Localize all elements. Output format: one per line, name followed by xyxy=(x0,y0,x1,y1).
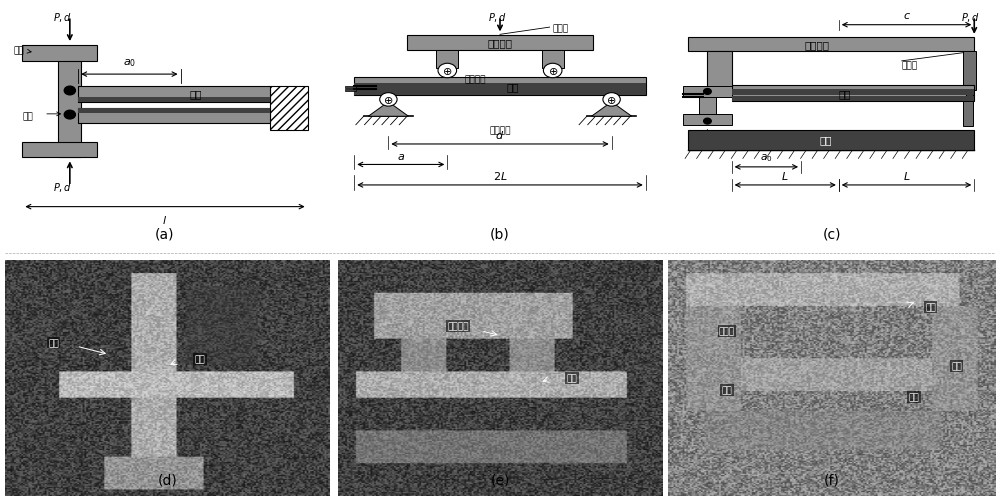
Text: $d$: $d$ xyxy=(495,129,505,141)
Text: $a_0$: $a_0$ xyxy=(123,57,136,69)
Text: 试样: 试样 xyxy=(506,82,519,92)
Text: 横梁: 横梁 xyxy=(925,303,936,312)
Bar xyxy=(683,115,732,125)
Bar xyxy=(354,90,646,95)
Circle shape xyxy=(438,64,457,79)
Bar xyxy=(706,52,732,91)
Bar xyxy=(963,101,973,127)
Circle shape xyxy=(543,64,562,79)
Bar xyxy=(270,87,308,130)
Text: (c): (c) xyxy=(823,227,842,241)
Text: 加载钳: 加载钳 xyxy=(719,327,735,336)
Circle shape xyxy=(380,94,397,107)
Text: $\oplus$: $\oplus$ xyxy=(442,66,452,77)
Text: $P, d$: $P, d$ xyxy=(53,11,73,24)
Text: $l$: $l$ xyxy=(162,213,168,225)
Text: $\oplus$: $\oplus$ xyxy=(606,95,617,106)
Text: 施力点: 施力点 xyxy=(902,61,918,70)
Bar xyxy=(78,109,270,124)
Text: 加载滚柱: 加载滚柱 xyxy=(464,75,486,84)
Bar xyxy=(688,38,974,52)
Text: 试样: 试样 xyxy=(190,89,202,99)
Text: $2L$: $2L$ xyxy=(493,170,507,182)
Circle shape xyxy=(603,94,620,107)
Text: 凹槽: 凹槽 xyxy=(13,47,24,56)
Text: $\oplus$: $\oplus$ xyxy=(383,95,394,106)
Bar xyxy=(966,89,973,97)
Bar xyxy=(688,130,974,151)
Text: $P, d$: $P, d$ xyxy=(961,11,981,24)
Bar xyxy=(542,51,564,69)
Bar xyxy=(732,90,974,95)
Bar xyxy=(22,142,97,158)
Text: $P, d$: $P, d$ xyxy=(488,11,507,24)
Text: $\oplus$: $\oplus$ xyxy=(548,66,558,77)
Text: (d): (d) xyxy=(158,472,177,486)
Bar xyxy=(354,78,646,95)
Bar xyxy=(78,87,270,103)
Text: 支撑滚柱: 支撑滚柱 xyxy=(489,126,511,135)
Text: 铰链: 铰链 xyxy=(22,113,33,122)
Bar xyxy=(436,51,458,69)
Text: $c$: $c$ xyxy=(903,11,911,21)
Polygon shape xyxy=(368,103,409,117)
Text: $L$: $L$ xyxy=(903,170,910,182)
Text: $P, d$: $P, d$ xyxy=(53,180,73,193)
Text: (b): (b) xyxy=(490,227,510,241)
Bar xyxy=(963,52,976,91)
Circle shape xyxy=(64,87,75,96)
Text: 基座: 基座 xyxy=(820,135,832,145)
Text: 试样: 试样 xyxy=(839,89,851,99)
Bar xyxy=(78,109,270,113)
Bar xyxy=(78,98,270,103)
Text: (e): (e) xyxy=(491,472,510,486)
Text: (f): (f) xyxy=(824,472,840,486)
Text: 施力点: 施力点 xyxy=(553,25,569,34)
Text: 试样: 试样 xyxy=(195,355,205,364)
Text: (a): (a) xyxy=(155,227,175,241)
Text: 试样: 试样 xyxy=(909,393,919,402)
Bar xyxy=(354,83,646,90)
Bar xyxy=(22,46,97,62)
Polygon shape xyxy=(591,103,632,117)
Text: 基座: 基座 xyxy=(722,386,732,394)
Bar xyxy=(407,36,593,51)
Text: 铰链: 铰链 xyxy=(48,339,59,347)
Text: 铰链: 铰链 xyxy=(951,362,962,371)
Bar xyxy=(345,90,356,92)
Bar xyxy=(683,87,732,98)
Text: $a_0$: $a_0$ xyxy=(760,152,773,164)
Bar xyxy=(58,50,81,158)
Bar xyxy=(732,86,974,101)
Circle shape xyxy=(704,89,711,95)
Bar xyxy=(345,87,356,89)
Circle shape xyxy=(704,119,711,125)
Bar xyxy=(699,91,716,125)
Text: 试样: 试样 xyxy=(567,374,577,383)
Text: 加载平台: 加载平台 xyxy=(448,322,469,331)
Text: $a$: $a$ xyxy=(397,151,405,161)
Bar xyxy=(732,97,974,101)
Text: 加载平台: 加载平台 xyxy=(488,39,512,49)
Text: 加载横梁: 加载横梁 xyxy=(804,40,829,50)
Text: $L$: $L$ xyxy=(781,170,789,182)
Circle shape xyxy=(64,111,75,120)
